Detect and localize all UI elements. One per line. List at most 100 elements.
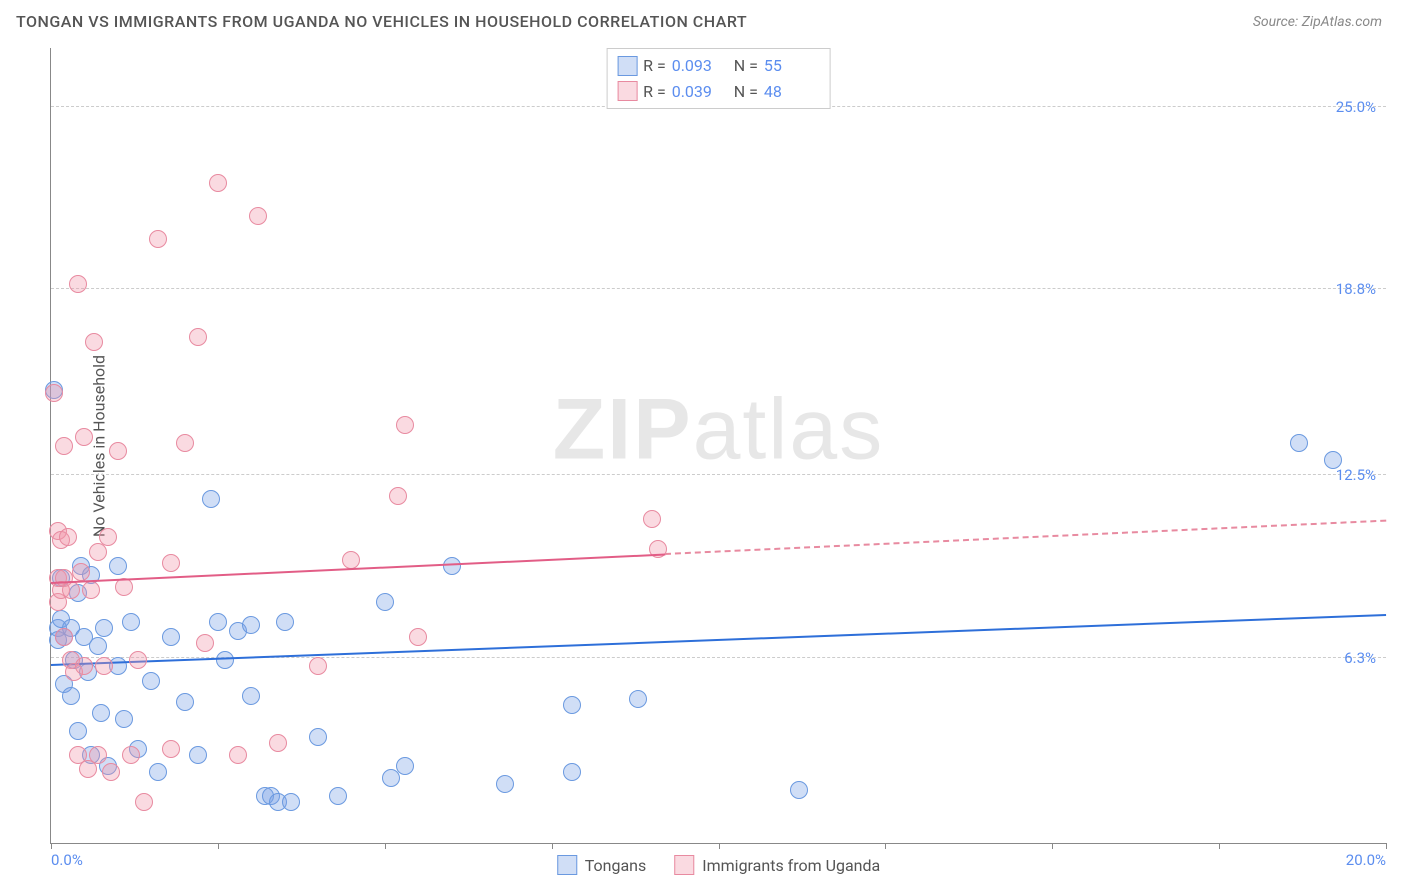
scatter-point <box>309 657 327 675</box>
x-tick-label: 0.0% <box>51 851 83 869</box>
scatter-point <box>242 616 260 634</box>
scatter-point <box>122 746 140 764</box>
scatter-point <box>85 333 103 351</box>
scatter-point <box>89 637 107 655</box>
scatter-point <box>176 434 194 452</box>
scatter-point <box>45 384 63 402</box>
scatter-point <box>643 510 661 528</box>
legend-swatch <box>617 56 637 76</box>
n-value: 48 <box>764 79 820 105</box>
series-name: Immigrants from Uganda <box>702 856 880 875</box>
scatter-point <box>282 793 300 811</box>
x-tick <box>1386 843 1387 849</box>
y-tick-label: 6.3% <box>1344 649 1376 667</box>
scatter-point <box>109 442 127 460</box>
n-label: N = <box>734 53 758 79</box>
scatter-point <box>176 693 194 711</box>
scatter-point <box>189 746 207 764</box>
scatter-point <box>276 613 294 631</box>
correlation-legend-row: R = 0.093N =55 <box>617 53 820 79</box>
scatter-point <box>102 763 120 781</box>
scatter-point <box>69 722 87 740</box>
r-value: 0.039 <box>672 79 728 105</box>
scatter-point <box>209 174 227 192</box>
scatter-point <box>55 628 73 646</box>
scatter-point <box>229 746 247 764</box>
x-tick <box>1052 843 1053 849</box>
y-tick-label: 25.0% <box>1336 98 1376 116</box>
scatter-point <box>342 551 360 569</box>
scatter-point <box>443 557 461 575</box>
scatter-point <box>249 207 267 225</box>
scatter-point <box>162 740 180 758</box>
x-tick-label: 20.0% <box>1346 851 1386 869</box>
scatter-point <box>149 230 167 248</box>
chart-plot-area: ZIPatlas 6.3%12.5%18.8%25.0%0.0%20.0%R =… <box>50 48 1386 844</box>
trend-line <box>665 520 1386 555</box>
scatter-point <box>129 651 147 669</box>
n-value: 55 <box>764 53 820 79</box>
y-tick-label: 18.8% <box>1336 280 1376 298</box>
scatter-point <box>790 781 808 799</box>
scatter-point <box>115 710 133 728</box>
scatter-point <box>376 593 394 611</box>
x-tick <box>218 843 219 849</box>
correlation-legend: R = 0.093N =55R =0.039N =48 <box>606 48 831 109</box>
scatter-point <box>1290 434 1308 452</box>
y-tick-label: 12.5% <box>1336 466 1376 484</box>
r-value: 0.093 <box>672 53 728 79</box>
scatter-point <box>409 628 427 646</box>
scatter-point <box>75 428 93 446</box>
scatter-point <box>389 487 407 505</box>
scatter-point <box>89 746 107 764</box>
scatter-point <box>189 328 207 346</box>
legend-swatch <box>617 81 637 101</box>
scatter-point <box>95 619 113 637</box>
scatter-point <box>242 687 260 705</box>
scatter-point <box>135 793 153 811</box>
x-tick <box>1219 843 1220 849</box>
scatter-point <box>329 787 347 805</box>
n-label: N = <box>734 79 758 105</box>
scatter-point <box>109 557 127 575</box>
scatter-point <box>162 554 180 572</box>
x-tick <box>552 843 553 849</box>
scatter-point <box>62 687 80 705</box>
x-tick <box>885 843 886 849</box>
scatter-point <box>269 734 287 752</box>
scatter-point <box>142 672 160 690</box>
scatter-point <box>216 651 234 669</box>
scatter-point <box>396 416 414 434</box>
scatter-point <box>629 690 647 708</box>
scatter-point <box>75 657 93 675</box>
scatter-point <box>55 437 73 455</box>
scatter-point <box>162 628 180 646</box>
correlation-legend-row: R =0.039N =48 <box>617 79 820 105</box>
chart-title: TONGAN VS IMMIGRANTS FROM UGANDA NO VEHI… <box>16 12 747 31</box>
x-tick <box>51 843 52 849</box>
legend-swatch <box>557 855 577 875</box>
scatter-point <box>396 757 414 775</box>
scatter-point <box>95 657 113 675</box>
scatter-point <box>149 763 167 781</box>
scatter-point <box>62 581 80 599</box>
scatter-point <box>122 613 140 631</box>
source-label: Source: ZipAtlas.com <box>1253 14 1382 30</box>
scatter-point <box>92 704 110 722</box>
scatter-point <box>1324 451 1342 469</box>
scatter-point <box>496 775 514 793</box>
gridline <box>51 474 1386 475</box>
scatter-point <box>309 728 327 746</box>
scatter-point <box>563 763 581 781</box>
scatter-point <box>209 613 227 631</box>
r-label: R = <box>643 53 666 79</box>
scatter-point <box>99 528 117 546</box>
scatter-point <box>202 490 220 508</box>
watermark: ZIPatlas <box>553 380 884 479</box>
x-tick <box>719 843 720 849</box>
x-tick <box>385 843 386 849</box>
series-legend-item: Tongans <box>557 855 647 875</box>
legend-swatch <box>674 855 694 875</box>
scatter-point <box>82 581 100 599</box>
gridline <box>51 288 1386 289</box>
